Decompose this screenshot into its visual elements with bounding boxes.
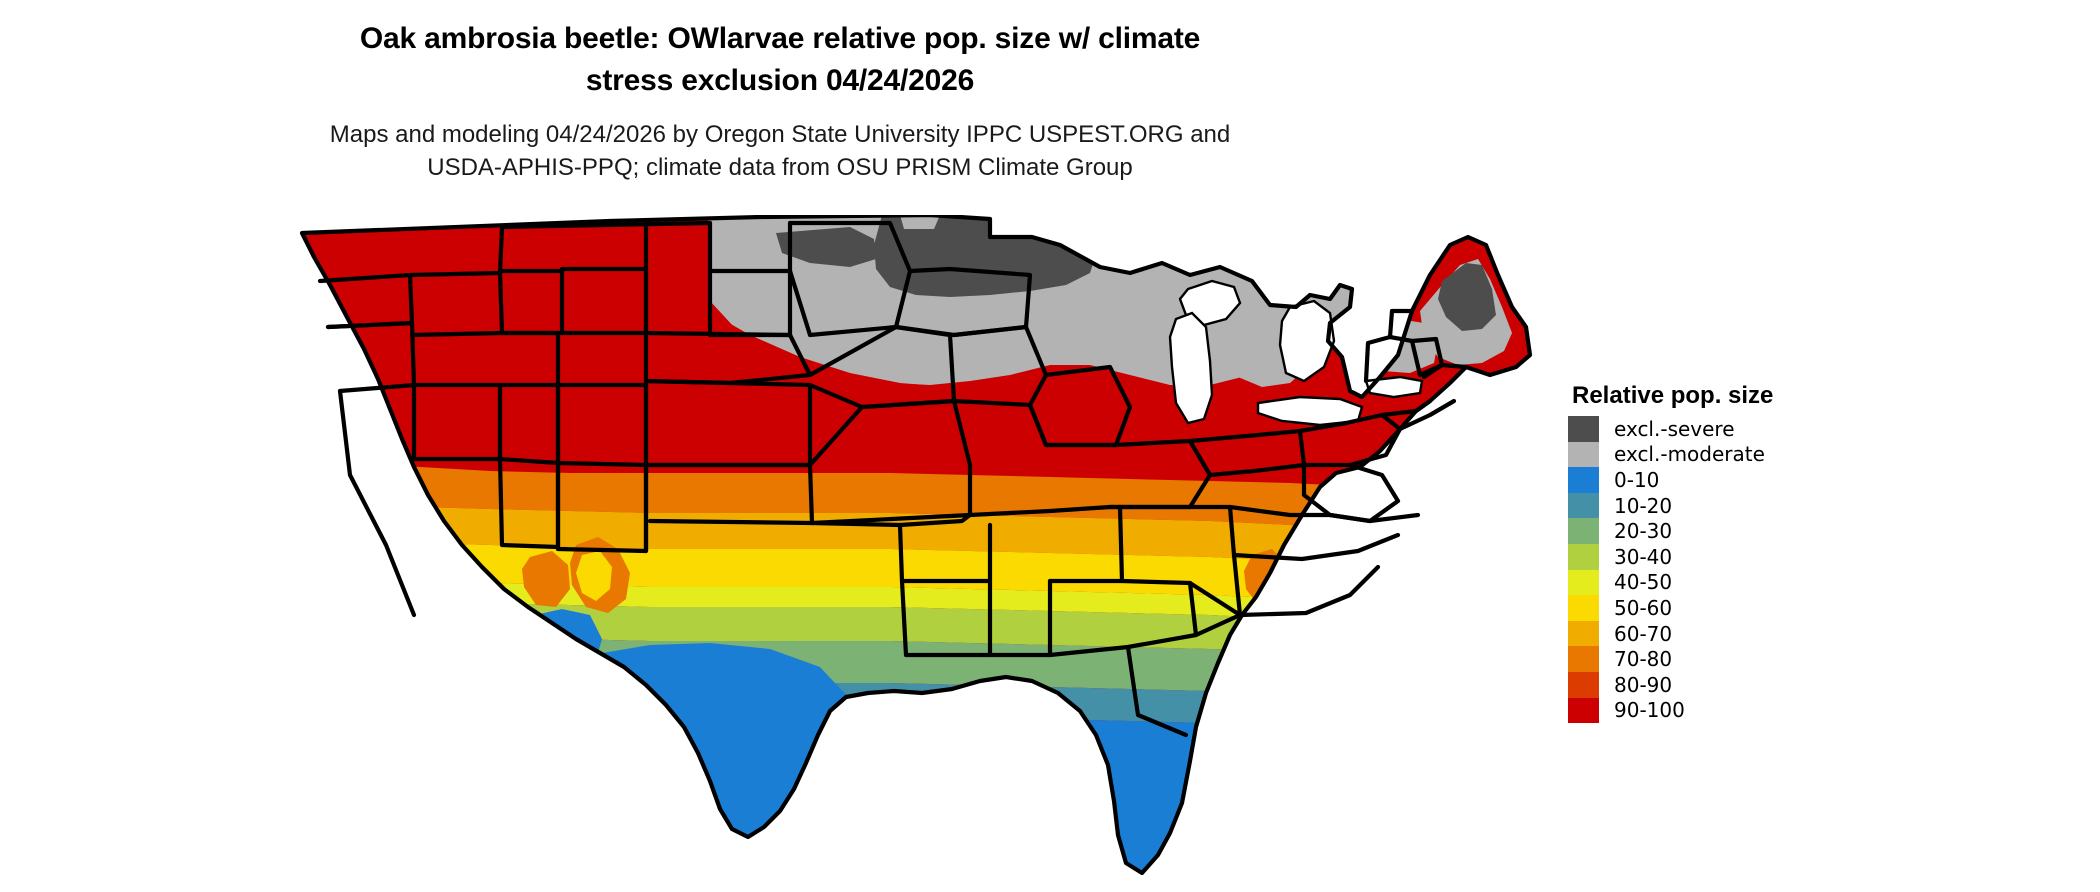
subtitle-line-2: USDA-APHIS-PPQ; climate data from OSU PR… bbox=[427, 154, 1133, 181]
legend-swatch-50-60 bbox=[1568, 595, 1599, 621]
legend-swatch-0-10 bbox=[1568, 467, 1599, 493]
legend-label-30-40: 30-40 bbox=[1614, 544, 1673, 569]
legend-label-80-90: 80-90 bbox=[1614, 672, 1673, 697]
band-70-80 bbox=[302, 463, 1530, 541]
legend-item-60-70[interactable]: 60-70 bbox=[1568, 620, 1968, 647]
legend-label-90-100: 90-100 bbox=[1614, 698, 1685, 723]
legend-label-excl-moderate: excl.-moderate bbox=[1614, 442, 1765, 467]
legend-swatch-40-50 bbox=[1568, 569, 1599, 596]
legend-items: excl.-severe excl.-moderate 0-10 10-20 2… bbox=[1568, 416, 1968, 724]
subtitle-line-1: Maps and modeling 04/24/2026 by Oregon S… bbox=[329, 121, 1231, 148]
exclusion-severe-region-north-dakota bbox=[776, 227, 876, 267]
legend-swatch-excl-moderate bbox=[1568, 441, 1599, 468]
lake-superior bbox=[1178, 279, 1242, 327]
page-subtitle: Maps and modeling 04/24/2026 by Oregon S… bbox=[0, 118, 1560, 184]
legend-item-40-50[interactable]: 40-50 bbox=[1568, 569, 1968, 596]
legend-label-20-30: 20-30 bbox=[1614, 519, 1673, 544]
lake-huron bbox=[1278, 299, 1336, 383]
legend-item-80-90[interactable]: 80-90 bbox=[1568, 671, 1968, 698]
band-0-10 bbox=[302, 705, 1530, 873]
legend-label-0-10: 0-10 bbox=[1614, 467, 1660, 492]
legend-label-40-50: 40-50 bbox=[1614, 570, 1673, 595]
map-raster-layer bbox=[302, 215, 1530, 873]
region-nm-west-orange bbox=[522, 551, 570, 607]
legend-label-70-80: 70-80 bbox=[1614, 647, 1673, 672]
band-60-70 bbox=[302, 503, 1530, 577]
legend-item-50-60[interactable]: 50-60 bbox=[1568, 595, 1968, 621]
legend-swatch-10-20 bbox=[1568, 492, 1599, 519]
region-southwest-desert bbox=[378, 591, 554, 715]
red-region-corn-belt bbox=[708, 311, 1352, 415]
region-arizona-lowlands bbox=[524, 609, 602, 679]
legend-label-10-20: 10-20 bbox=[1614, 493, 1673, 518]
legend-label-60-70: 60-70 bbox=[1614, 621, 1673, 646]
choropleth-map bbox=[290, 215, 1540, 875]
legend-swatch-20-30 bbox=[1568, 518, 1599, 544]
title-line-2: stress exclusion 04/24/2026 bbox=[585, 64, 975, 97]
exclusion-severe-region-maine bbox=[1438, 263, 1496, 331]
legend-swatch-60-70 bbox=[1568, 620, 1599, 647]
title-line-1: Oak ambrosia beetle: OWlarvae relative p… bbox=[359, 22, 1201, 55]
map-svg bbox=[299, 215, 1533, 875]
region-coast-range-orange bbox=[318, 437, 364, 595]
legend-swatch-80-90 bbox=[1568, 671, 1599, 698]
legend-item-20-30[interactable]: 20-30 bbox=[1568, 518, 1968, 544]
legend-label-50-60: 50-60 bbox=[1614, 595, 1673, 620]
legend-item-30-40[interactable]: 30-40 bbox=[1568, 543, 1968, 570]
legend-label-excl-severe: excl.-severe bbox=[1614, 416, 1735, 441]
legend-item-0-10[interactable]: 0-10 bbox=[1568, 467, 1968, 493]
legend-swatch-excl-severe bbox=[1568, 416, 1599, 442]
region-appalachian-orange-red bbox=[1280, 537, 1326, 601]
region-nm-yellow bbox=[576, 551, 612, 601]
legend-item-10-20[interactable]: 10-20 bbox=[1568, 492, 1968, 519]
legend-item-excl-moderate[interactable]: excl.-moderate bbox=[1568, 441, 1968, 468]
page-title: Oak ambrosia beetle: OWlarvae relative p… bbox=[0, 18, 1560, 102]
legend-item-90-100[interactable]: 90-100 bbox=[1568, 697, 1968, 724]
legend: Relative pop. size excl.-severe excl.-mo… bbox=[1568, 382, 1968, 724]
region-coast-range-yellow bbox=[324, 429, 388, 605]
lake-ontario bbox=[1364, 375, 1424, 399]
legend-title: Relative pop. size bbox=[1572, 382, 1774, 409]
state-boundaries bbox=[299, 215, 1533, 875]
legend-item-70-80[interactable]: 70-80 bbox=[1568, 646, 1968, 672]
lake-michigan bbox=[1168, 311, 1214, 425]
legend-swatch-30-40 bbox=[1568, 543, 1599, 570]
legend-swatch-70-80 bbox=[1568, 646, 1599, 672]
great-lakes-layer bbox=[1168, 279, 1424, 427]
legend-swatch-90-100 bbox=[1568, 697, 1599, 724]
legend-item-excl-severe[interactable]: excl.-severe bbox=[1568, 416, 1968, 442]
